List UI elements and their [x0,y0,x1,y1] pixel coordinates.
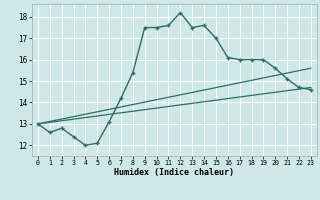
X-axis label: Humidex (Indice chaleur): Humidex (Indice chaleur) [115,168,234,177]
